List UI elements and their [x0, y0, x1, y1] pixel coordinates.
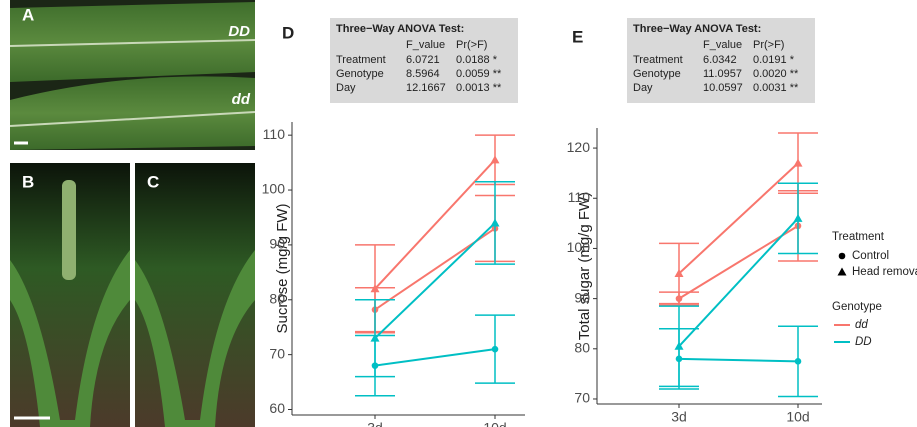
legend-marker — [837, 267, 847, 276]
series-line — [678, 357, 799, 363]
y-axis-label: Total sugar (mg/g FW) — [576, 192, 593, 340]
point — [675, 355, 683, 363]
point — [674, 269, 684, 278]
anova-cell: 6.0721 — [406, 54, 440, 66]
anova-header: Pr(>F) — [753, 39, 784, 51]
y-tick-label: 70 — [269, 345, 285, 361]
anova-header: Pr(>F) — [456, 39, 487, 51]
point — [371, 362, 379, 369]
photo-annotation: DD — [228, 23, 250, 40]
y-tick-label: 100 — [262, 181, 286, 197]
legend: Treatment Genotype Control Head removal dd… — [832, 231, 917, 348]
point — [490, 155, 500, 164]
y-tick-label: 80 — [574, 340, 590, 356]
anova-cell: 11.0957 — [703, 68, 742, 80]
point — [794, 358, 802, 365]
legend-label: DD — [855, 336, 872, 348]
x-tick-label: 3d — [671, 409, 687, 425]
y-tick-label: 110 — [568, 189, 591, 205]
y-tick-label: 110 — [263, 126, 286, 142]
anova-cell: Genotype — [633, 68, 681, 80]
x-tick-label: 10d — [786, 409, 809, 425]
y-tick-label: 70 — [574, 390, 590, 406]
x-tick-label: 3d — [367, 420, 383, 427]
panel-label: E — [572, 27, 583, 46]
legend-label: Control — [852, 250, 889, 262]
midrib — [9, 111, 256, 127]
legend-title: Treatment — [832, 231, 885, 243]
anova-title: Three−Way ANOVA Test: — [336, 23, 464, 35]
panel-label: B — [22, 172, 34, 191]
series-line — [374, 348, 496, 367]
photo-annotation: dd — [232, 91, 251, 108]
point — [491, 345, 499, 353]
legend-label: dd — [855, 319, 868, 331]
y-tick-label: 90 — [574, 289, 590, 305]
anova-cell: 0.0031 ** — [753, 82, 799, 94]
leaf — [10, 76, 255, 150]
head — [62, 180, 76, 280]
anova-cell: 0.0188 * — [456, 54, 498, 66]
anova-header: F_value — [406, 39, 445, 51]
y-tick-label: 100 — [567, 239, 591, 255]
midrib — [9, 39, 256, 47]
anova-cell: 8.5964 — [406, 68, 440, 80]
legend-title: Genotype — [832, 301, 882, 313]
anova-title: Three−Way ANOVA Test: — [633, 23, 761, 35]
anova-cell: 0.0191 * — [753, 54, 795, 66]
point — [675, 295, 683, 302]
anova-box — [627, 18, 815, 103]
series-line — [678, 162, 799, 275]
series-line — [678, 217, 799, 347]
anova-cell: 12.1667 — [406, 82, 446, 94]
point — [793, 158, 803, 167]
panel-label: C — [147, 172, 159, 191]
anova-header: F_value — [703, 39, 742, 51]
legend-marker — [838, 252, 846, 260]
anova-cell: Day — [336, 82, 356, 94]
point — [793, 213, 803, 222]
y-tick-label: 90 — [269, 236, 285, 252]
anova-cell: 0.0013 ** — [456, 82, 502, 94]
anova-cell: Treatment — [336, 54, 386, 66]
y-axis-label: Sucrose (mg/g FW) — [274, 203, 291, 333]
anova-cell: Day — [633, 82, 653, 94]
anova-cell: 0.0059 ** — [456, 68, 502, 80]
anova-cell: 10.0597 — [703, 82, 743, 94]
anova-cell: 6.0342 — [703, 54, 737, 66]
plant — [135, 250, 255, 427]
panel-label: A — [22, 5, 34, 24]
anova-cell: 0.0020 ** — [753, 68, 799, 80]
panel-label: D — [282, 23, 294, 42]
x-tick-label: 10d — [483, 420, 506, 427]
y-tick-label: 120 — [567, 139, 591, 155]
point — [490, 218, 500, 227]
anova-cell: Treatment — [633, 54, 683, 66]
legend-label: Head removal — [852, 266, 917, 278]
anova-cell: Genotype — [336, 68, 384, 80]
series-line — [374, 222, 496, 339]
plant — [10, 250, 130, 427]
y-tick-label: 80 — [269, 290, 285, 306]
y-tick-label: 60 — [269, 400, 285, 416]
anova-box — [330, 18, 518, 103]
series-line — [678, 225, 799, 300]
